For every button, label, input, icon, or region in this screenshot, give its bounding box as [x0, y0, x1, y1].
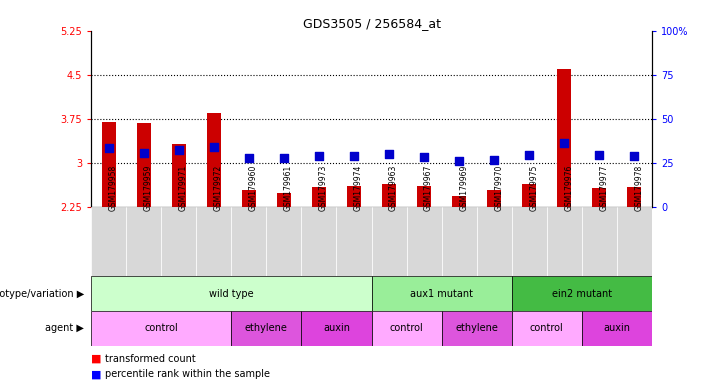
Bar [512, 311, 582, 346]
Bar [407, 207, 442, 276]
Point [559, 139, 570, 146]
Text: auxin: auxin [604, 323, 630, 333]
Bar [196, 207, 231, 276]
Text: ■: ■ [91, 369, 102, 379]
Text: GSM179967: GSM179967 [424, 164, 433, 211]
Point [594, 152, 605, 158]
Bar [557, 69, 571, 207]
Bar [347, 185, 361, 207]
Title: GDS3505 / 256584_at: GDS3505 / 256584_at [303, 17, 440, 30]
Text: GSM179973: GSM179973 [319, 164, 328, 211]
Point [348, 153, 360, 159]
Bar [231, 207, 266, 276]
Point [418, 154, 430, 161]
Bar [312, 187, 326, 207]
Point [524, 152, 535, 158]
Text: GSM179970: GSM179970 [494, 164, 503, 211]
Bar [512, 207, 547, 276]
Bar [126, 207, 161, 276]
Bar [301, 311, 372, 346]
Text: control: control [530, 323, 564, 333]
Text: GSM179959: GSM179959 [144, 164, 153, 211]
Text: GSM179975: GSM179975 [529, 164, 538, 211]
Text: aux1 mutant: aux1 mutant [410, 289, 473, 299]
Text: GSM179977: GSM179977 [599, 164, 608, 211]
Bar [592, 188, 606, 207]
Bar [266, 207, 301, 276]
Text: percentile rank within the sample: percentile rank within the sample [105, 369, 270, 379]
Bar [522, 184, 536, 207]
Bar [452, 195, 466, 207]
Bar [277, 193, 291, 207]
Text: control: control [390, 323, 423, 333]
Bar [161, 207, 196, 276]
Bar [627, 187, 641, 207]
Text: ein2 mutant: ein2 mutant [552, 289, 612, 299]
Bar [442, 311, 512, 346]
Bar [582, 207, 617, 276]
Bar [231, 311, 301, 346]
Text: ethylene: ethylene [245, 323, 288, 333]
Point [454, 158, 465, 164]
Bar [301, 207, 336, 276]
Bar [172, 144, 186, 207]
Bar [617, 207, 652, 276]
Text: transformed count: transformed count [105, 354, 196, 364]
Text: genotype/variation ▶: genotype/variation ▶ [0, 289, 84, 299]
Point [278, 156, 290, 162]
Text: GSM179963: GSM179963 [389, 164, 398, 211]
Text: agent ▶: agent ▶ [46, 323, 84, 333]
Text: GSM179958: GSM179958 [109, 165, 118, 211]
Point [173, 147, 184, 153]
Bar [547, 207, 582, 276]
Text: GSM179969: GSM179969 [459, 164, 468, 211]
Point [138, 149, 149, 156]
Bar [512, 276, 652, 311]
Bar [417, 185, 431, 207]
Bar [91, 207, 126, 276]
Text: GSM179976: GSM179976 [564, 164, 573, 211]
Point [313, 153, 325, 159]
Text: control: control [144, 323, 178, 333]
Bar [91, 311, 231, 346]
Point [208, 144, 219, 150]
Bar [487, 190, 501, 207]
Bar [242, 190, 256, 207]
Bar [137, 123, 151, 207]
Bar [207, 113, 221, 207]
Point [243, 156, 254, 162]
Text: GSM179971: GSM179971 [179, 165, 188, 211]
Bar [336, 207, 372, 276]
Bar [372, 276, 512, 311]
Bar [477, 207, 512, 276]
Text: wild type: wild type [209, 289, 254, 299]
Bar [372, 311, 442, 346]
Bar [442, 207, 477, 276]
Bar [102, 122, 116, 207]
Text: GSM179972: GSM179972 [214, 165, 223, 211]
Text: ethylene: ethylene [455, 323, 498, 333]
Bar [382, 184, 396, 207]
Text: ■: ■ [91, 354, 102, 364]
Text: GSM179961: GSM179961 [284, 165, 293, 211]
Point [629, 153, 640, 159]
Point [103, 146, 114, 152]
Bar [91, 276, 372, 311]
Text: GSM179974: GSM179974 [354, 164, 363, 211]
Bar [582, 311, 652, 346]
Bar [372, 207, 407, 276]
Point [383, 151, 395, 157]
Text: GSM179978: GSM179978 [634, 165, 644, 211]
Point [489, 157, 500, 163]
Text: GSM179960: GSM179960 [249, 164, 258, 211]
Text: auxin: auxin [323, 323, 350, 333]
